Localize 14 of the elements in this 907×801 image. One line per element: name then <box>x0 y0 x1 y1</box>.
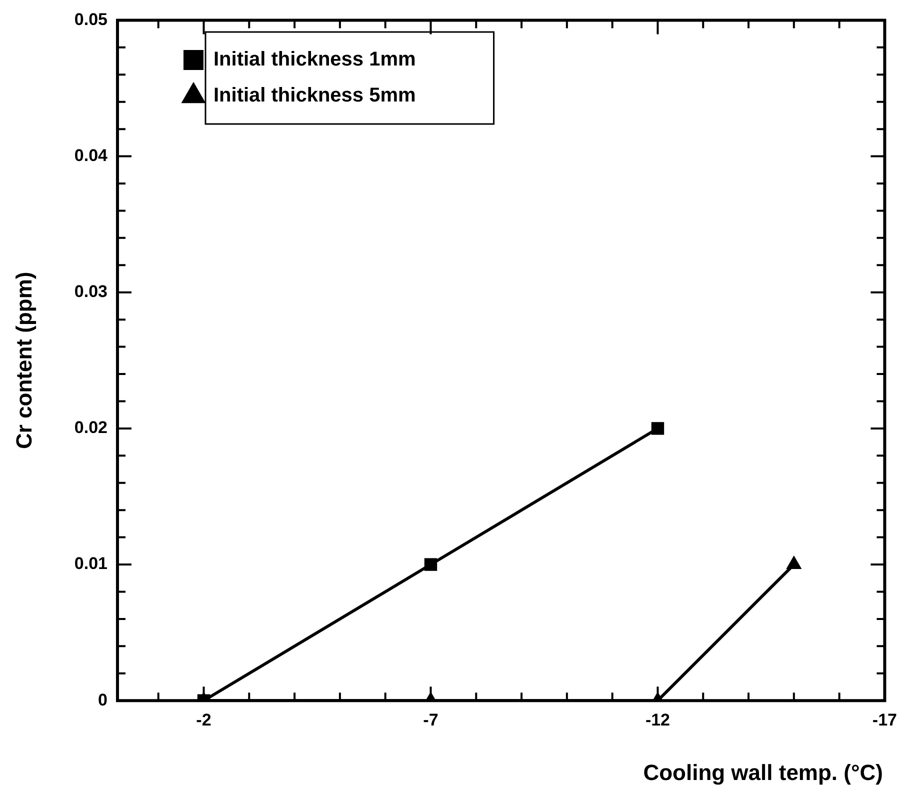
y-tick-label: 0.03 <box>74 282 108 302</box>
y-tick-label: 0.05 <box>74 10 108 29</box>
x-tick-label: -7 <box>423 710 438 730</box>
legend-label: Initial thickness 5mm <box>213 84 416 107</box>
y-tick-label: 0.04 <box>74 146 108 165</box>
y-axis-title: Cr content (ppm) <box>11 272 36 449</box>
y-tick-label: 0.01 <box>74 554 108 574</box>
y-tick-label: 0 <box>98 690 108 710</box>
x-tick-label: -2 <box>196 710 212 730</box>
x-tick-label: -12 <box>645 710 670 730</box>
y-tick-label: 0.02 <box>74 418 108 438</box>
x-tick-label: -17 <box>872 710 898 730</box>
x-axis-title: Cooling wall temp. (°C) <box>643 760 883 786</box>
legend-label: Initial thickness 1mm <box>213 48 416 71</box>
